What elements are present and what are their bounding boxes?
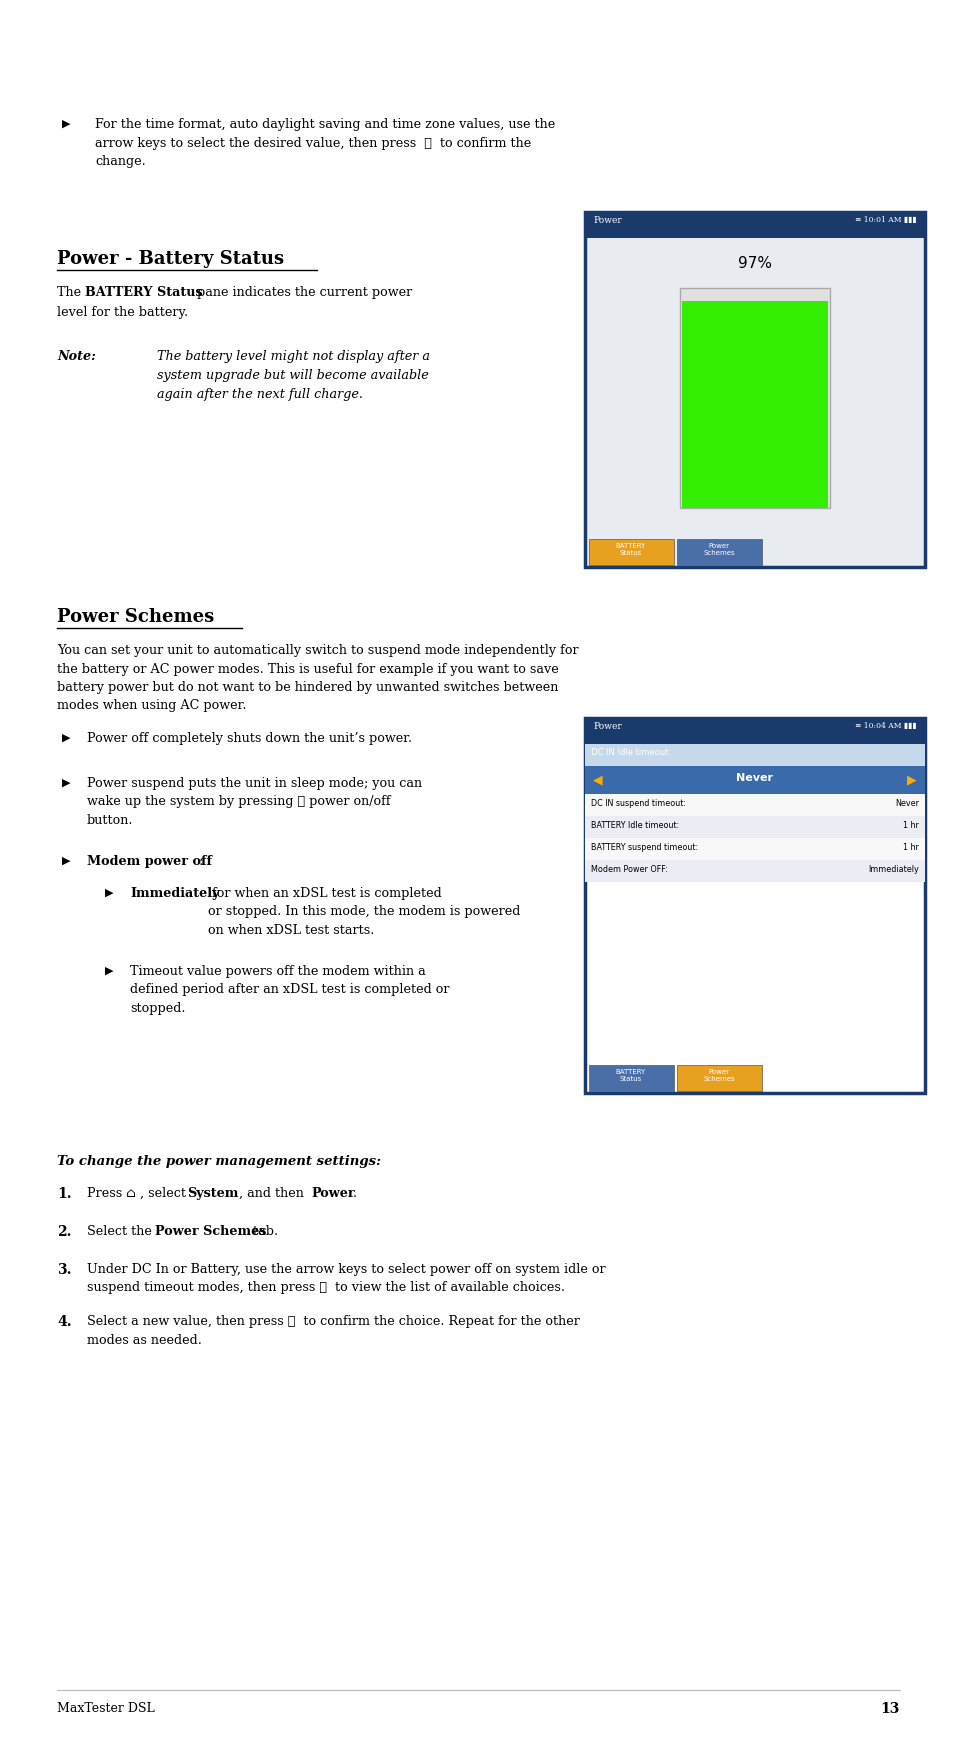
Bar: [584, 860, 924, 881]
Bar: [584, 718, 924, 744]
Text: 1 hr: 1 hr: [902, 843, 918, 852]
Text: Immediately: Immediately: [130, 886, 219, 900]
Text: Power
Schemes: Power Schemes: [702, 1069, 734, 1083]
Bar: [584, 212, 924, 238]
Text: MaxTester DSL: MaxTester DSL: [57, 1702, 154, 1715]
Bar: [588, 539, 673, 565]
Text: Select the: Select the: [87, 1225, 155, 1237]
Text: ▶: ▶: [62, 118, 71, 129]
Text: To change the power management settings:: To change the power management settings:: [57, 1156, 380, 1168]
Text: 13: 13: [880, 1702, 899, 1715]
Text: 1.: 1.: [57, 1187, 71, 1201]
Text: DC IN suspend timeout:: DC IN suspend timeout:: [590, 799, 685, 808]
Text: , and then: , and then: [239, 1187, 308, 1199]
Text: ▶: ▶: [105, 965, 113, 977]
Text: ▶: ▶: [62, 855, 71, 866]
Text: DC IN Idle timeout:: DC IN Idle timeout:: [590, 747, 670, 758]
Text: 4.: 4.: [57, 1316, 71, 1330]
Text: Power: Power: [593, 721, 621, 732]
Bar: [584, 794, 924, 817]
Text: Power Schemes: Power Schemes: [57, 608, 214, 626]
Text: You can set your unit to automatically switch to suspend mode independently for
: You can set your unit to automatically s…: [57, 645, 578, 713]
Text: Power: Power: [311, 1187, 355, 1199]
Bar: [584, 838, 924, 860]
Text: ≡ 10:01 AM ▮▮▮: ≡ 10:01 AM ▮▮▮: [855, 216, 916, 224]
Bar: [584, 817, 924, 838]
Text: level for the battery.: level for the battery.: [57, 306, 188, 320]
Text: The battery level might not display after a
system upgrade but will become avail: The battery level might not display afte…: [157, 349, 430, 401]
Bar: [677, 539, 761, 565]
Text: ◀: ◀: [593, 773, 602, 786]
Text: Under DC In or Battery, use the arrow keys to select power off on system idle or: Under DC In or Battery, use the arrow ke…: [87, 1264, 605, 1295]
Bar: [681, 301, 827, 507]
Text: System: System: [187, 1187, 238, 1199]
Text: Power
Schemes: Power Schemes: [702, 542, 734, 556]
Text: Power suspend puts the unit in sleep mode; you can
wake up the system by pressin: Power suspend puts the unit in sleep mod…: [87, 777, 421, 827]
Bar: [584, 766, 924, 794]
Text: Press ⌂ , select: Press ⌂ , select: [87, 1187, 190, 1199]
Text: Power: Power: [593, 216, 621, 224]
Text: BATTERY
Status: BATTERY Status: [616, 542, 645, 556]
Bar: [584, 744, 924, 766]
Text: tab.: tab.: [249, 1225, 278, 1237]
Text: Power - Battery Status: Power - Battery Status: [57, 250, 284, 268]
Text: .: .: [353, 1187, 356, 1199]
Text: for when an xDSL test is completed
or stopped. In this mode, the modem is powere: for when an xDSL test is completed or st…: [208, 886, 519, 937]
Text: For the time format, auto daylight saving and time zone values, use the
arrow ke: For the time format, auto daylight savin…: [95, 118, 555, 169]
Bar: [584, 212, 924, 567]
Text: Power Schemes: Power Schemes: [154, 1225, 266, 1237]
Text: Never: Never: [894, 799, 918, 808]
Text: ▶: ▶: [105, 886, 113, 899]
Text: 2.: 2.: [57, 1225, 71, 1239]
Text: BATTERY Idle timeout:: BATTERY Idle timeout:: [590, 820, 679, 831]
Text: :: :: [199, 855, 203, 867]
Text: BATTERY suspend timeout:: BATTERY suspend timeout:: [590, 843, 698, 852]
Text: ▶: ▶: [62, 732, 71, 744]
Text: 1 hr: 1 hr: [902, 820, 918, 831]
Text: Select a new value, then press ✓  to confirm the choice. Repeat for the other
mo: Select a new value, then press ✓ to conf…: [87, 1316, 579, 1347]
Text: Timeout value powers off the modem within a
defined period after an xDSL test is: Timeout value powers off the modem withi…: [130, 965, 449, 1015]
Bar: [677, 1065, 761, 1091]
Text: ▶: ▶: [906, 773, 916, 786]
Text: Power off completely shuts down the unit’s power.: Power off completely shuts down the unit…: [87, 732, 412, 746]
Text: Modem power off: Modem power off: [87, 855, 212, 867]
Bar: [679, 289, 829, 507]
Text: ≡ 10:04 AM ▮▮▮: ≡ 10:04 AM ▮▮▮: [855, 721, 916, 730]
Text: BATTERY Status: BATTERY Status: [85, 287, 202, 299]
Text: Never: Never: [736, 773, 773, 784]
Text: The: The: [57, 287, 85, 299]
Text: Immediately: Immediately: [867, 866, 918, 874]
Text: pane indicates the current power: pane indicates the current power: [193, 287, 412, 299]
Text: Modem Power OFF:: Modem Power OFF:: [590, 866, 667, 874]
Text: Note:: Note:: [57, 349, 95, 363]
Bar: [584, 718, 924, 1093]
Text: 97%: 97%: [738, 255, 771, 271]
Text: ▶: ▶: [62, 777, 71, 787]
Text: BATTERY
Status: BATTERY Status: [616, 1069, 645, 1083]
Bar: [588, 1065, 673, 1091]
Text: 3.: 3.: [57, 1264, 71, 1277]
